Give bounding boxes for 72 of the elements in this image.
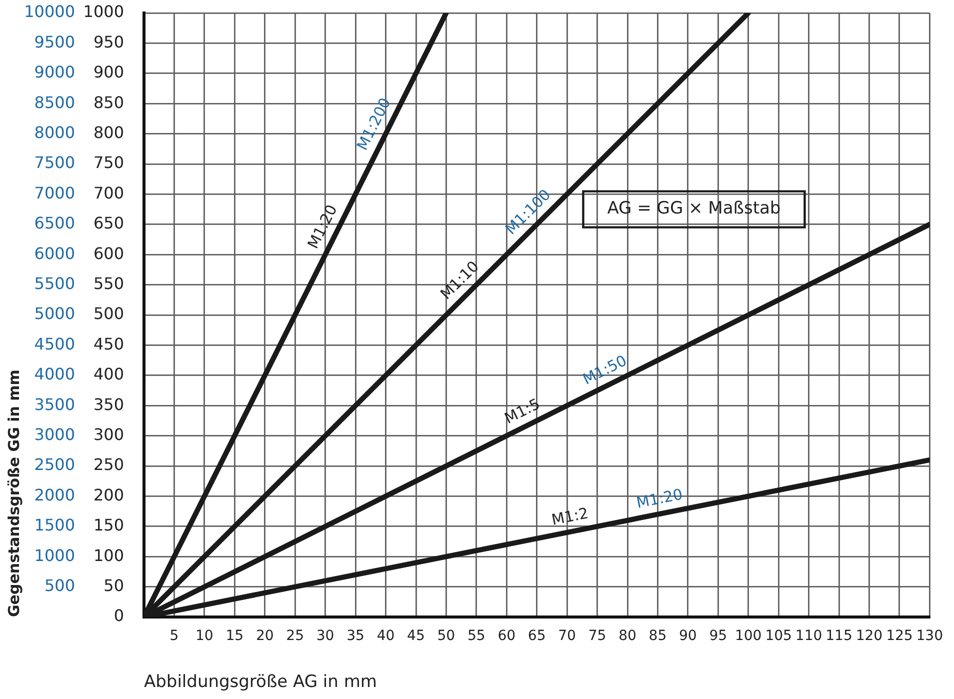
y2-tick-label: 750 [93,153,124,172]
x-tick-label: 85 [648,628,667,644]
y2-tick-label: 700 [93,183,124,202]
y-tick-label: 8000 [34,122,75,142]
x-tick-label: 110 [795,628,822,644]
y-tick-label: 7500 [34,153,75,172]
x-tick-label: 95 [709,628,728,644]
y2-tick-label: 50 [104,576,124,595]
x-tick-label: 40 [376,628,395,644]
y2-tick-label: 200 [93,485,124,504]
x-tick-label: 90 [678,628,697,644]
x-tick-label: 130 [916,628,944,644]
x-tick-label: 5 [170,628,179,644]
y2-tick-label: 650 [93,214,124,233]
text: M1:5 [502,394,543,428]
y2-tick-label: 150 [93,516,124,535]
y-tick-label: 9000 [34,62,75,82]
y2-tick-label: 450 [93,334,124,354]
y-tick-label: 5000 [34,304,75,324]
y-tick-label: 4500 [34,334,75,354]
x-tick-label: 80 [618,628,636,644]
y-tick-label: 2000 [34,485,75,504]
y2-tick-label: 400 [93,364,124,384]
text: M1:2 [550,504,590,529]
y2-tick-label: 500 [93,304,124,324]
x-tick-label: 120 [856,628,883,644]
y2-tick-label: 950 [93,32,124,52]
x-tick-label: 60 [498,628,516,644]
y2-tick-label: 100 [93,546,124,565]
x-tick-label: 50 [437,628,456,644]
y-tick-label: 10000 [24,2,75,22]
y2-tick-label: 300 [93,424,124,444]
y-tick-label: 1000 [34,546,75,565]
x-tick-label: 115 [826,628,852,644]
y2-tick-label: 600 [93,244,124,263]
y2-tick-label: 250 [93,455,124,474]
y-tick-label: 6500 [34,214,75,233]
x-tick-label: 125 [886,628,913,644]
x-tick-label: 15 [226,628,244,644]
y2-tick-label: 550 [93,274,124,293]
y-tick-label: 3500 [34,394,75,414]
y2-tick-label: 800 [93,122,124,142]
x-tick-label: 70 [558,628,576,644]
y2-tick-label: 1000 [83,2,124,22]
y2-tick-label: 850 [93,92,124,112]
y-tick-label: 6000 [34,244,75,263]
x-tick-label: 100 [734,628,762,644]
y-tick-label: 9500 [34,32,75,52]
x-axis-title: Abbildungsgröße AG in mm [144,672,377,692]
x-tick-label: 20 [256,628,274,644]
x-tick-label: 30 [316,628,334,644]
y-tick-label: 3000 [34,424,75,444]
x-tick-label: 25 [286,628,304,644]
y-tick-label: 8500 [34,92,75,112]
x-tick-label: 75 [588,628,606,644]
text: M1:20 [634,485,684,512]
x-tick-label: 55 [467,628,486,644]
y-tick-label: 7000 [34,183,75,202]
y2-tick-label: 0 [114,606,124,626]
y-tick-label: 2500 [34,455,75,474]
x-tick-label: 45 [407,628,425,644]
x-tick-label: 65 [528,628,546,644]
x-tick-label: 35 [346,628,364,644]
x-tick-label: 10 [196,628,214,644]
y-axis-title: Gegenstandsgröße GG in mm [4,370,23,617]
y-tick-label: 4000 [34,364,75,384]
y-tick-label: 1500 [34,516,75,535]
x-tick-label: 105 [765,628,792,644]
y-tick-label: 500 [44,576,75,595]
y2-tick-label: 350 [93,394,124,414]
y2-tick-label: 900 [93,62,124,82]
y-tick-label: 5500 [34,274,75,293]
